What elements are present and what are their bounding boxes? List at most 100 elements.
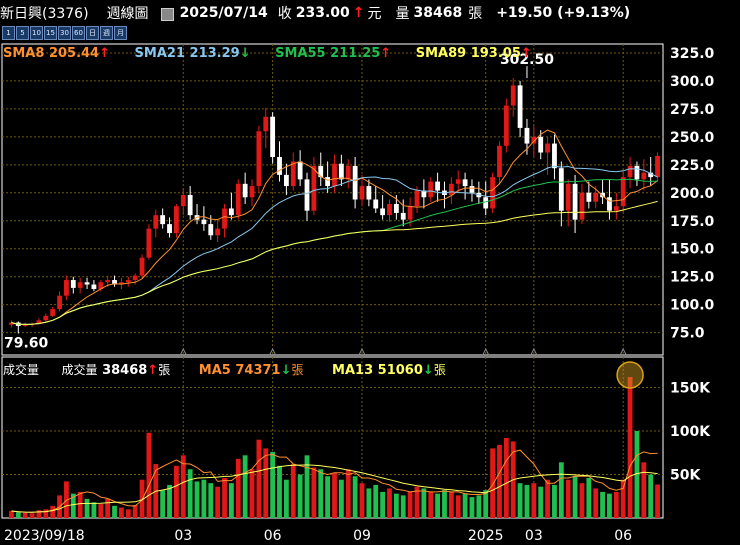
volume-tick-label: 100K xyxy=(670,424,711,440)
candle-body xyxy=(345,165,351,180)
period-button-1[interactable]: 1 xyxy=(2,26,15,40)
quote-date: 2025/07/14 xyxy=(179,5,268,21)
volume-bar xyxy=(462,493,468,518)
volume-bar xyxy=(22,512,28,518)
price-tick-label: 125.0 xyxy=(670,270,715,286)
candle-body xyxy=(620,177,626,207)
volume-bar xyxy=(256,439,262,518)
candle-body xyxy=(57,295,62,310)
period-button-day[interactable]: 日 xyxy=(86,26,99,40)
candle-body xyxy=(483,197,489,209)
candle-body xyxy=(586,192,592,202)
volume-bar xyxy=(359,483,365,518)
volume-tick-label: 150K xyxy=(670,380,711,396)
candle-body xyxy=(270,116,276,157)
candle-body xyxy=(565,183,571,211)
volume-bar xyxy=(490,448,496,518)
candle-body xyxy=(160,215,166,225)
volume-bar xyxy=(160,490,166,518)
volume-bar xyxy=(393,493,399,518)
volume-bar xyxy=(98,504,104,518)
volume-peak-highlight xyxy=(616,361,644,389)
candle-body xyxy=(524,127,530,144)
volume-bar xyxy=(29,513,35,518)
candle-body xyxy=(249,186,255,198)
volume-bar xyxy=(366,488,372,518)
x-tick-label: 09 xyxy=(353,528,371,544)
candle-body xyxy=(91,284,97,289)
sma55-value: 211.25 xyxy=(330,46,381,61)
price-tick-label: 100.0 xyxy=(670,298,715,314)
volume-bar xyxy=(607,493,612,518)
price-panel-frame xyxy=(1,43,664,356)
period-button-5[interactable]: 5 xyxy=(16,26,29,40)
x-tick-label: 03 xyxy=(174,528,192,544)
volume-ma5-line xyxy=(11,449,658,513)
period-label[interactable]: 週線圖 xyxy=(106,6,149,22)
volume-bar xyxy=(572,476,578,518)
volume-bar xyxy=(180,455,186,518)
candle-body xyxy=(393,203,399,213)
candle-body xyxy=(208,224,214,236)
volume-bar xyxy=(187,469,193,518)
volume-legend: 成交量 成交量 38468↑張 MA5 74371↓張 MA13 51060↓張 xyxy=(3,361,446,378)
candle-body xyxy=(366,186,372,200)
volume-bar xyxy=(655,484,660,518)
volume-bar xyxy=(332,472,337,518)
x-tick-label: 06 xyxy=(614,528,632,544)
period-button-week[interactable]: 週 xyxy=(100,26,113,40)
candle-body xyxy=(448,183,454,196)
candle-body xyxy=(552,143,557,169)
ma13-value: 51060 xyxy=(377,363,423,378)
period-button-60[interactable]: 60 xyxy=(72,26,85,40)
time-marker-icon xyxy=(358,347,366,356)
price-tick-label: 175.0 xyxy=(670,214,715,230)
volume-bar xyxy=(270,451,276,518)
volume-bar xyxy=(517,483,523,518)
period-button-month[interactable]: 月 xyxy=(114,26,127,40)
volume-label: 量 xyxy=(395,6,410,22)
volume-title: 成交量 xyxy=(3,363,40,377)
price-tick-label: 250.0 xyxy=(670,130,715,146)
price-tick-label: 200.0 xyxy=(670,186,715,202)
candle-body xyxy=(167,224,172,234)
candle-body xyxy=(318,165,324,178)
period-button-15[interactable]: 15 xyxy=(44,26,57,40)
sma89-line xyxy=(11,200,658,325)
candle-body xyxy=(332,163,337,187)
volume-bar xyxy=(531,483,537,518)
volume-bar xyxy=(290,464,296,518)
time-marker-icon xyxy=(482,347,490,356)
close-label: 收 xyxy=(277,6,292,22)
volume-bar xyxy=(50,505,56,518)
candle-body xyxy=(50,309,56,316)
period-button-10[interactable]: 10 xyxy=(30,26,43,40)
time-marker-icon xyxy=(269,347,277,356)
candle-body xyxy=(510,85,516,106)
candle-body xyxy=(503,105,509,146)
x-tick-label: 2025 xyxy=(468,528,504,544)
price-tick-label: 75.0 xyxy=(670,326,705,342)
volume-bar xyxy=(283,479,289,518)
sma21-label: SMA21 xyxy=(134,46,185,61)
close-price: 233.00 xyxy=(295,5,350,21)
volume-bar xyxy=(249,469,255,518)
period-button-30[interactable]: 30 xyxy=(58,26,71,40)
candle-body xyxy=(242,183,248,198)
candle-body xyxy=(428,181,434,198)
x-tick-label: 03 xyxy=(525,528,543,544)
volume-bar xyxy=(43,509,49,518)
volume-bar xyxy=(648,474,654,518)
vol-value: 38468 xyxy=(102,363,148,378)
checkbox-icon[interactable] xyxy=(160,7,174,21)
candle-body xyxy=(153,215,159,229)
candle-body xyxy=(77,282,83,288)
volume-bar xyxy=(497,444,502,518)
volume-bar xyxy=(352,476,358,518)
sma21-arrow-icon: ↓ xyxy=(239,46,251,61)
candle-body xyxy=(139,257,145,276)
volume-bar xyxy=(235,458,241,518)
volume-bar xyxy=(297,474,303,518)
candle-body xyxy=(352,165,358,200)
